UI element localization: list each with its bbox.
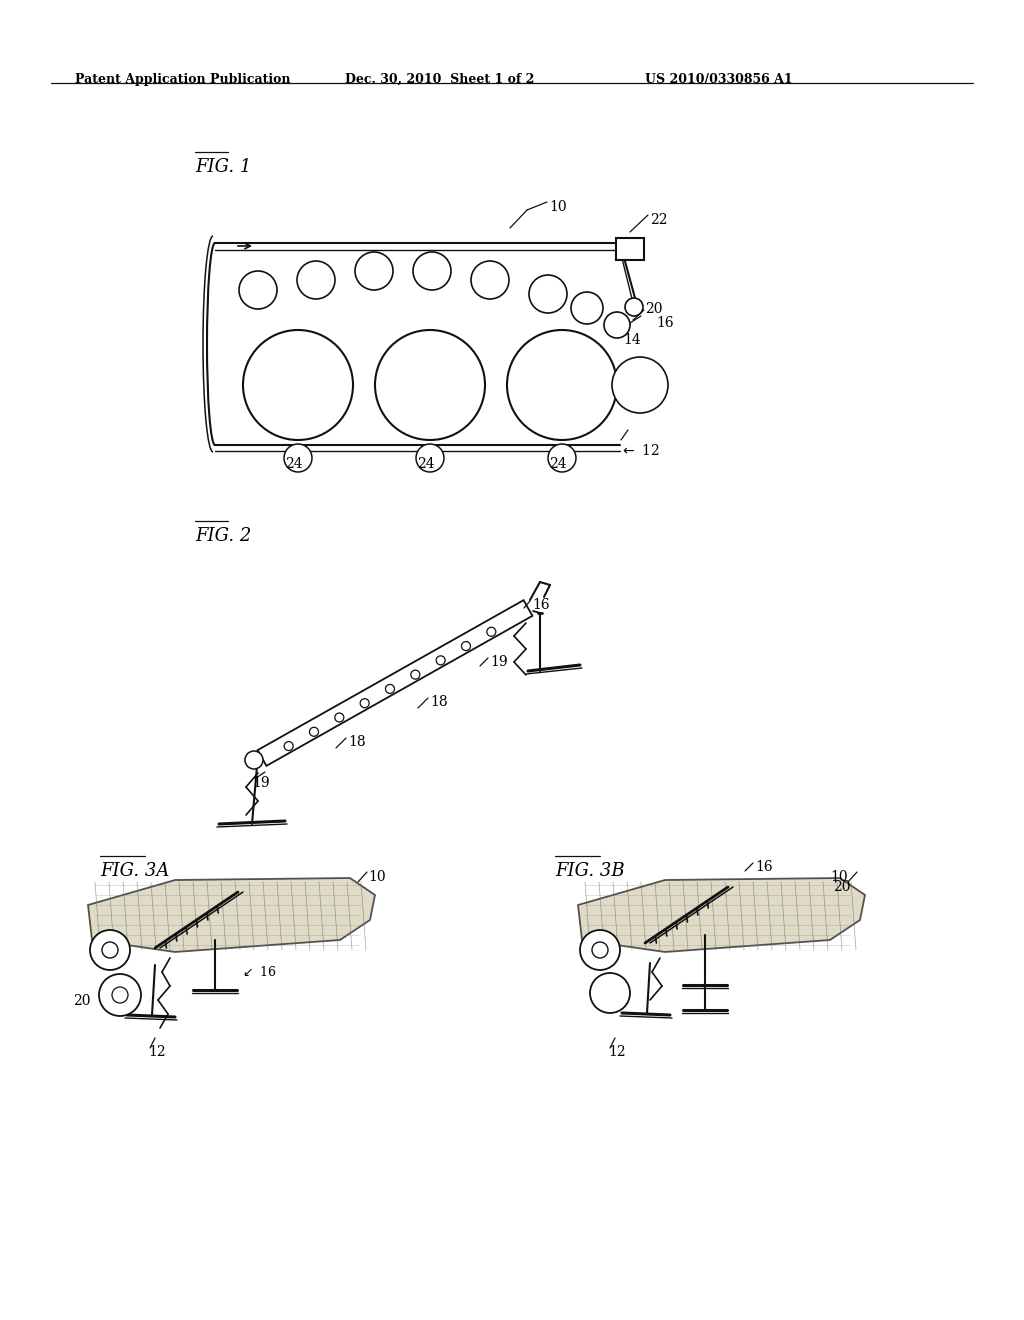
- Circle shape: [99, 974, 141, 1016]
- Text: 20: 20: [73, 994, 90, 1008]
- Circle shape: [243, 330, 353, 440]
- Circle shape: [604, 312, 630, 338]
- Circle shape: [411, 671, 420, 678]
- Text: 16: 16: [755, 861, 773, 874]
- Text: 24: 24: [549, 457, 566, 471]
- Circle shape: [571, 292, 603, 323]
- Circle shape: [355, 252, 393, 290]
- Text: 18: 18: [430, 696, 447, 709]
- Text: 10: 10: [830, 870, 848, 884]
- Circle shape: [297, 261, 335, 300]
- Text: 16: 16: [532, 598, 550, 612]
- Circle shape: [385, 685, 394, 693]
- Text: 19: 19: [490, 655, 508, 669]
- Circle shape: [375, 330, 485, 440]
- Text: 14: 14: [623, 333, 641, 347]
- Circle shape: [548, 444, 575, 473]
- Text: 20: 20: [833, 880, 851, 894]
- Circle shape: [590, 973, 630, 1012]
- Polygon shape: [88, 878, 375, 952]
- Circle shape: [436, 656, 445, 665]
- Circle shape: [416, 444, 444, 473]
- Circle shape: [284, 444, 312, 473]
- Text: 12: 12: [148, 1045, 166, 1059]
- Text: FIG. 3B: FIG. 3B: [555, 862, 625, 880]
- Text: 18: 18: [348, 735, 366, 748]
- Circle shape: [529, 275, 567, 313]
- Text: US 2010/0330856 A1: US 2010/0330856 A1: [645, 73, 793, 86]
- Circle shape: [239, 271, 278, 309]
- Circle shape: [245, 751, 263, 770]
- Text: FIG. 2: FIG. 2: [195, 527, 251, 545]
- Text: 10: 10: [368, 870, 386, 884]
- Text: 12: 12: [608, 1045, 626, 1059]
- Text: Dec. 30, 2010  Sheet 1 of 2: Dec. 30, 2010 Sheet 1 of 2: [345, 73, 535, 86]
- Text: $\swarrow$ 16: $\swarrow$ 16: [240, 965, 276, 979]
- Circle shape: [112, 987, 128, 1003]
- Circle shape: [90, 931, 130, 970]
- Circle shape: [102, 942, 118, 958]
- Text: 20: 20: [645, 302, 663, 315]
- FancyBboxPatch shape: [616, 238, 644, 260]
- Circle shape: [592, 942, 608, 958]
- Circle shape: [625, 298, 643, 315]
- Text: 24: 24: [417, 457, 434, 471]
- Text: 22: 22: [650, 213, 668, 227]
- Text: 24: 24: [285, 457, 303, 471]
- Text: 10: 10: [549, 201, 566, 214]
- Text: Patent Application Publication: Patent Application Publication: [75, 73, 291, 86]
- Text: FIG. 3A: FIG. 3A: [100, 862, 169, 880]
- Circle shape: [309, 727, 318, 737]
- Circle shape: [612, 356, 668, 413]
- Circle shape: [462, 642, 470, 651]
- Circle shape: [284, 742, 293, 751]
- Circle shape: [335, 713, 344, 722]
- Circle shape: [360, 698, 370, 708]
- Circle shape: [486, 627, 496, 636]
- Polygon shape: [578, 878, 865, 952]
- Polygon shape: [258, 601, 532, 766]
- Circle shape: [413, 252, 451, 290]
- Text: 16: 16: [656, 315, 674, 330]
- Text: 19: 19: [252, 776, 269, 789]
- Circle shape: [507, 330, 617, 440]
- Circle shape: [471, 261, 509, 300]
- Text: $\leftarrow$ 12: $\leftarrow$ 12: [620, 444, 659, 458]
- Text: FIG. 1: FIG. 1: [195, 158, 251, 176]
- Circle shape: [580, 931, 620, 970]
